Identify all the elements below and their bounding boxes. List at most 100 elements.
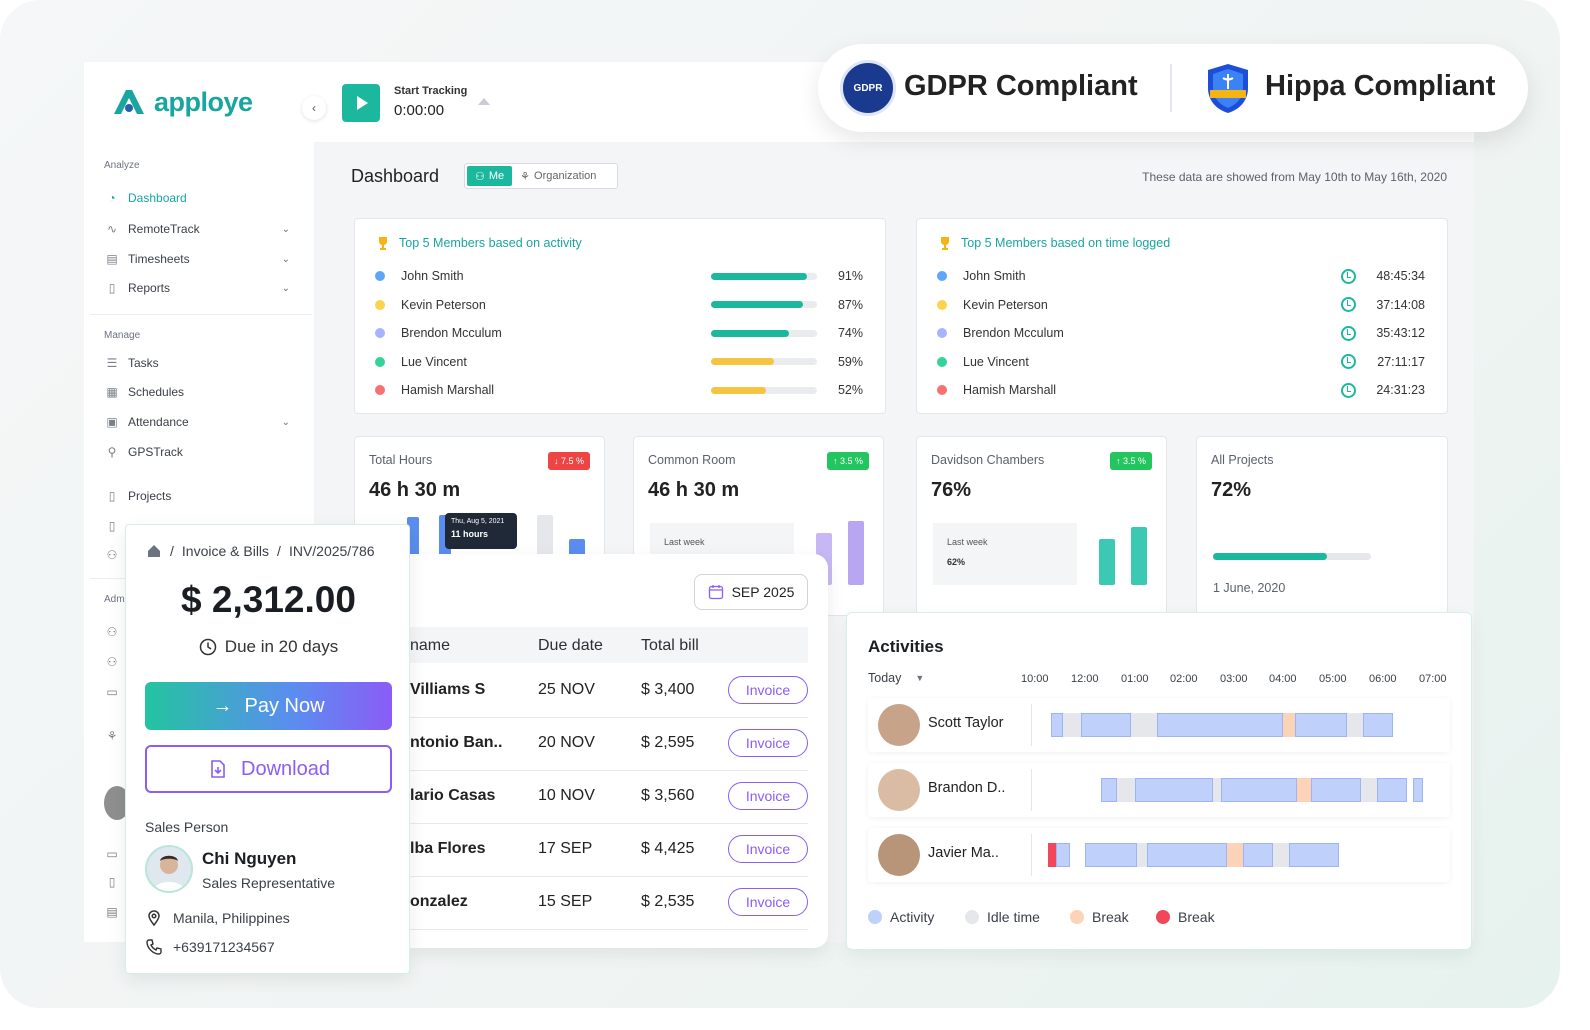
timeline-segment[interactable] bbox=[1213, 778, 1221, 802]
month-picker[interactable]: SEP 2025 bbox=[694, 574, 808, 610]
table-row: onzalez 15 SEP $ 2,535 Invoice bbox=[410, 877, 808, 930]
timeline-segment[interactable] bbox=[1147, 843, 1227, 867]
phone-text[interactable]: +639171234567 bbox=[173, 939, 275, 955]
timeline-segment[interactable] bbox=[1361, 778, 1377, 802]
invoice-button[interactable]: Invoice bbox=[728, 729, 808, 757]
member-name: Brendon Mcculum bbox=[963, 326, 1064, 340]
gdpr-seal-label: GDPR bbox=[853, 82, 883, 94]
timeline-segment[interactable] bbox=[1137, 843, 1147, 867]
invoice-button[interactable]: Invoice bbox=[728, 835, 808, 863]
timeline-segment[interactable] bbox=[1295, 713, 1347, 737]
range-select[interactable]: Today ▼ bbox=[868, 671, 924, 685]
row-divider bbox=[1031, 704, 1032, 746]
top-activity-card: Top 5 Members based on activity John Smi… bbox=[354, 218, 886, 414]
timeline-segment[interactable] bbox=[1413, 778, 1423, 802]
home-icon[interactable] bbox=[146, 543, 162, 559]
timeline-segment[interactable] bbox=[1101, 778, 1117, 802]
breadcrumb-section[interactable]: Invoice & Bills bbox=[181, 543, 270, 559]
location-text: Manila, Philippines bbox=[173, 910, 290, 926]
timeline-segment[interactable] bbox=[1289, 843, 1339, 867]
hipaa-shield-icon bbox=[1208, 64, 1248, 113]
timeline-segment[interactable] bbox=[1048, 843, 1056, 867]
timeline-segment[interactable] bbox=[1063, 713, 1081, 737]
timeline-segment[interactable] bbox=[1283, 713, 1295, 737]
legend-item: Break bbox=[1156, 909, 1215, 925]
activity-icon: ∿ bbox=[106, 222, 118, 236]
sidebar-item-hidden-1[interactable]: ▯ bbox=[104, 518, 290, 534]
sidebar-item-mobile[interactable]: ▯ bbox=[104, 874, 290, 890]
range-label: Today bbox=[868, 671, 902, 685]
toggle-organization[interactable]: ⚘ Organization bbox=[512, 166, 604, 186]
sidebar-item-wallet[interactable]: ▭ bbox=[104, 684, 290, 700]
sidebar-item-members[interactable]: ⚇ bbox=[104, 624, 290, 640]
start-tracking-button[interactable] bbox=[342, 84, 380, 122]
member-name: Brandon D.. bbox=[928, 780, 1006, 796]
invoice-button[interactable]: Invoice bbox=[728, 782, 808, 810]
pay-now-button[interactable]: → Pay Now bbox=[145, 682, 392, 730]
time-tick: 12:00 bbox=[1071, 673, 1099, 685]
sidebar-item-timesheets[interactable]: ▤ Timesheets ⌄ bbox=[104, 251, 290, 267]
timeline-segment[interactable] bbox=[1273, 843, 1289, 867]
sidebar-item-dashboard[interactable]: ◔ Dashboard bbox=[104, 190, 290, 206]
timeline-segment[interactable] bbox=[1131, 713, 1157, 737]
timeline-segment[interactable] bbox=[1227, 843, 1243, 867]
app-logo[interactable]: apploye bbox=[110, 86, 253, 118]
download-button[interactable]: Download bbox=[145, 745, 392, 793]
sidebar-item-label: Timesheets bbox=[128, 252, 190, 266]
timeline-segment[interactable] bbox=[1135, 778, 1213, 802]
last-week-label: Last week bbox=[947, 537, 988, 547]
gdpr-seal-icon: GDPR bbox=[840, 60, 896, 116]
chevron-down-icon: ⌄ bbox=[281, 253, 290, 265]
timeline-segment[interactable] bbox=[1051, 713, 1063, 737]
card-title-text: Top 5 Members based on activity bbox=[399, 236, 582, 250]
sales-person-role: Sales Representative bbox=[202, 875, 336, 891]
timeline-segment[interactable] bbox=[1221, 778, 1297, 802]
timeline-segment[interactable] bbox=[1297, 778, 1311, 802]
total-bill: $ 4,425 bbox=[641, 840, 695, 857]
clock-icon bbox=[1341, 268, 1356, 284]
timeline-segment[interactable] bbox=[1243, 843, 1273, 867]
sidebar-item-label: GPSTrack bbox=[128, 445, 183, 459]
member-dot bbox=[375, 328, 385, 338]
member-name: Kevin Peterson bbox=[401, 297, 486, 312]
chevron-down-icon: ⌄ bbox=[281, 223, 290, 235]
sidebar-item-docs[interactable]: ▤ bbox=[104, 904, 290, 920]
sidebar-item-tasks[interactable]: ☰ Tasks bbox=[104, 355, 290, 371]
sidebar-item-hidden-2[interactable]: ⚇ bbox=[104, 547, 290, 563]
trophy-icon bbox=[941, 237, 949, 250]
caret-up-icon[interactable] bbox=[478, 98, 490, 105]
time-tick: 03:00 bbox=[1220, 673, 1248, 685]
sidebar-item-teams[interactable]: ⚇ bbox=[104, 654, 290, 670]
timeline-segment[interactable] bbox=[1347, 713, 1363, 737]
timeline-segment[interactable] bbox=[1157, 713, 1283, 737]
invoice-button[interactable]: Invoice bbox=[728, 888, 808, 916]
attendance-icon: ▣ bbox=[106, 415, 118, 429]
sidebar-item-schedules[interactable]: ▦ Schedules bbox=[104, 384, 290, 400]
sidebar-item-projects[interactable]: ▯ Projects bbox=[104, 488, 290, 504]
activity-percent: 59% bbox=[837, 354, 863, 369]
member-row: Hamish Marshall 24:31:23 bbox=[937, 382, 1425, 398]
activity-row: Scott Taylor bbox=[868, 698, 1450, 752]
timeline-segment[interactable] bbox=[1081, 713, 1131, 737]
invoice-card: / Invoice & Bills / INV/2025/786 $ 2,312… bbox=[125, 524, 410, 974]
toggle-me[interactable]: ⚇ Me bbox=[467, 166, 513, 186]
sidebar-item-integrations[interactable]: ⚘ bbox=[104, 728, 290, 744]
timeline-segment[interactable] bbox=[1085, 843, 1137, 867]
sales-person-label: Sales Person bbox=[145, 819, 229, 835]
timeline-segment[interactable] bbox=[1363, 713, 1393, 737]
mini-bar bbox=[1099, 539, 1115, 585]
sidebar-item-attendance[interactable]: ▣ Attendance ⌄ bbox=[104, 414, 290, 430]
timeline-segment[interactable] bbox=[1117, 778, 1135, 802]
invoice-button[interactable]: Invoice bbox=[728, 676, 808, 704]
collapse-sidebar-button[interactable]: ‹ bbox=[302, 96, 326, 120]
sidebar-item-notes[interactable]: ▭ bbox=[104, 846, 290, 862]
sidebar-item-remotetrack[interactable]: ∿ RemoteTrack ⌄ bbox=[104, 221, 290, 237]
activity-row: Brandon D.. bbox=[868, 763, 1450, 817]
sidebar-item-gpstrack[interactable]: ⚲ GPSTrack bbox=[104, 444, 290, 460]
sidebar-item-reports[interactable]: ▯ Reports ⌄ bbox=[104, 280, 290, 296]
activity-bar-track bbox=[711, 329, 817, 337]
timeline-segment[interactable] bbox=[1056, 843, 1070, 867]
member-name: Lue Vincent bbox=[401, 354, 467, 369]
timeline-segment[interactable] bbox=[1377, 778, 1407, 802]
timeline-segment[interactable] bbox=[1311, 778, 1361, 802]
